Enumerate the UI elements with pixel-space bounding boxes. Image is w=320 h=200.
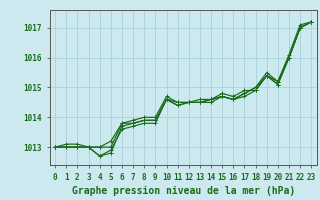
X-axis label: Graphe pression niveau de la mer (hPa): Graphe pression niveau de la mer (hPa) [72, 186, 295, 196]
